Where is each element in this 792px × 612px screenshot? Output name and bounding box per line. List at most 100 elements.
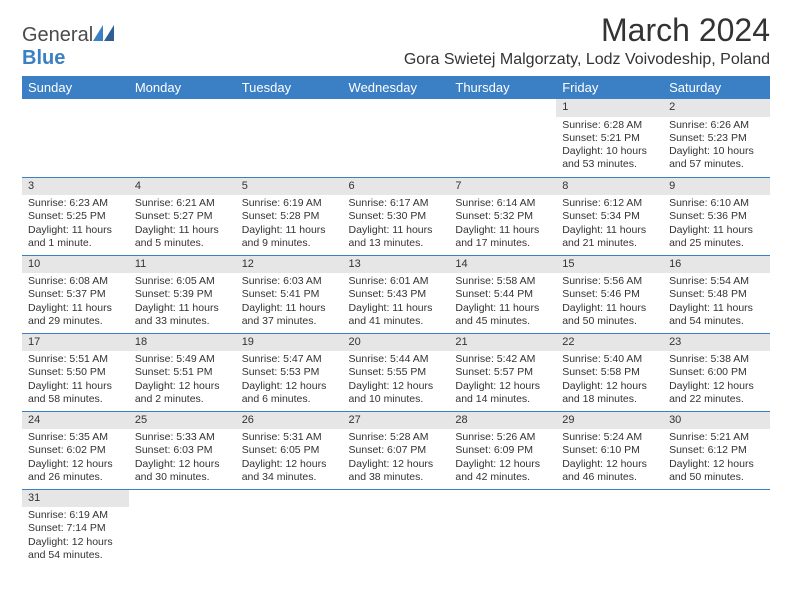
daylight-line: Daylight: 11 hours and 33 minutes. bbox=[135, 302, 230, 328]
logo-text: GeneralBlue bbox=[22, 24, 115, 70]
empty-cell bbox=[129, 99, 236, 177]
sunrise-line: Sunrise: 5:51 AM bbox=[28, 353, 123, 366]
location-subtitle: Gora Swietej Malgorzaty, Lodz Voivodeshi… bbox=[404, 51, 770, 69]
day-cell: 20Sunrise: 5:44 AMSunset: 5:55 PMDayligh… bbox=[343, 333, 450, 411]
empty-cell bbox=[236, 489, 343, 567]
day-content: Sunrise: 5:58 AMSunset: 5:44 PMDaylight:… bbox=[449, 273, 556, 332]
day-cell: 6Sunrise: 6:17 AMSunset: 5:30 PMDaylight… bbox=[343, 177, 450, 255]
day-cell: 22Sunrise: 5:40 AMSunset: 5:58 PMDayligh… bbox=[556, 333, 663, 411]
sunset-line: Sunset: 5:28 PM bbox=[242, 210, 337, 223]
day-content: Sunrise: 5:33 AMSunset: 6:03 PMDaylight:… bbox=[129, 429, 236, 488]
daylight-line: Daylight: 11 hours and 17 minutes. bbox=[455, 224, 550, 250]
daylight-line: Daylight: 11 hours and 58 minutes. bbox=[28, 380, 123, 406]
sunset-line: Sunset: 5:21 PM bbox=[562, 132, 657, 145]
sunset-line: Sunset: 5:50 PM bbox=[28, 366, 123, 379]
empty-cell bbox=[129, 489, 236, 567]
sunset-line: Sunset: 5:57 PM bbox=[455, 366, 550, 379]
day-cell: 8Sunrise: 6:12 AMSunset: 5:34 PMDaylight… bbox=[556, 177, 663, 255]
day-number: 7 bbox=[449, 178, 556, 196]
day-cell: 16Sunrise: 5:54 AMSunset: 5:48 PMDayligh… bbox=[663, 255, 770, 333]
daylight-line: Daylight: 11 hours and 29 minutes. bbox=[28, 302, 123, 328]
daylight-line: Daylight: 11 hours and 50 minutes. bbox=[562, 302, 657, 328]
day-number: 23 bbox=[663, 334, 770, 352]
day-number: 1 bbox=[556, 99, 663, 117]
daylight-line: Daylight: 12 hours and 10 minutes. bbox=[349, 380, 444, 406]
day-content: Sunrise: 6:14 AMSunset: 5:32 PMDaylight:… bbox=[449, 195, 556, 254]
logo-flag-icon bbox=[93, 24, 115, 47]
day-content: Sunrise: 6:12 AMSunset: 5:34 PMDaylight:… bbox=[556, 195, 663, 254]
sunrise-line: Sunrise: 6:21 AM bbox=[135, 197, 230, 210]
day-number: 16 bbox=[663, 256, 770, 274]
page-title: March 2024 bbox=[404, 12, 770, 49]
day-content: Sunrise: 5:40 AMSunset: 5:58 PMDaylight:… bbox=[556, 351, 663, 410]
sunset-line: Sunset: 5:51 PM bbox=[135, 366, 230, 379]
sunrise-line: Sunrise: 5:42 AM bbox=[455, 353, 550, 366]
week-row: 10Sunrise: 6:08 AMSunset: 5:37 PMDayligh… bbox=[22, 255, 770, 333]
week-row: 24Sunrise: 5:35 AMSunset: 6:02 PMDayligh… bbox=[22, 411, 770, 489]
day-cell: 10Sunrise: 6:08 AMSunset: 5:37 PMDayligh… bbox=[22, 255, 129, 333]
day-number: 18 bbox=[129, 334, 236, 352]
day-number: 22 bbox=[556, 334, 663, 352]
sunrise-line: Sunrise: 6:17 AM bbox=[349, 197, 444, 210]
day-cell: 31Sunrise: 6:19 AMSunset: 7:14 PMDayligh… bbox=[22, 489, 129, 567]
day-content: Sunrise: 5:54 AMSunset: 5:48 PMDaylight:… bbox=[663, 273, 770, 332]
sunrise-line: Sunrise: 5:49 AM bbox=[135, 353, 230, 366]
daylight-line: Daylight: 12 hours and 2 minutes. bbox=[135, 380, 230, 406]
day-number: 4 bbox=[129, 178, 236, 196]
sunrise-line: Sunrise: 6:10 AM bbox=[669, 197, 764, 210]
sunset-line: Sunset: 5:53 PM bbox=[242, 366, 337, 379]
sunrise-line: Sunrise: 5:54 AM bbox=[669, 275, 764, 288]
sunrise-line: Sunrise: 6:23 AM bbox=[28, 197, 123, 210]
day-content: Sunrise: 6:19 AMSunset: 7:14 PMDaylight:… bbox=[22, 507, 129, 566]
week-row: 31Sunrise: 6:19 AMSunset: 7:14 PMDayligh… bbox=[22, 489, 770, 567]
sunset-line: Sunset: 7:14 PM bbox=[28, 522, 123, 535]
day-content: Sunrise: 5:24 AMSunset: 6:10 PMDaylight:… bbox=[556, 429, 663, 488]
daylight-line: Daylight: 12 hours and 6 minutes. bbox=[242, 380, 337, 406]
day-content: Sunrise: 5:28 AMSunset: 6:07 PMDaylight:… bbox=[343, 429, 450, 488]
daylight-line: Daylight: 11 hours and 5 minutes. bbox=[135, 224, 230, 250]
day-cell: 29Sunrise: 5:24 AMSunset: 6:10 PMDayligh… bbox=[556, 411, 663, 489]
day-content: Sunrise: 5:31 AMSunset: 6:05 PMDaylight:… bbox=[236, 429, 343, 488]
sunrise-line: Sunrise: 5:56 AM bbox=[562, 275, 657, 288]
daylight-line: Daylight: 10 hours and 53 minutes. bbox=[562, 145, 657, 171]
day-header: Thursday bbox=[449, 76, 556, 99]
sunrise-line: Sunrise: 5:24 AM bbox=[562, 431, 657, 444]
day-cell: 25Sunrise: 5:33 AMSunset: 6:03 PMDayligh… bbox=[129, 411, 236, 489]
day-content: Sunrise: 6:17 AMSunset: 5:30 PMDaylight:… bbox=[343, 195, 450, 254]
day-cell: 14Sunrise: 5:58 AMSunset: 5:44 PMDayligh… bbox=[449, 255, 556, 333]
day-content: Sunrise: 6:19 AMSunset: 5:28 PMDaylight:… bbox=[236, 195, 343, 254]
day-content: Sunrise: 5:38 AMSunset: 6:00 PMDaylight:… bbox=[663, 351, 770, 410]
calendar-table: SundayMondayTuesdayWednesdayThursdayFrid… bbox=[22, 76, 770, 567]
day-number: 19 bbox=[236, 334, 343, 352]
week-row: 1Sunrise: 6:28 AMSunset: 5:21 PMDaylight… bbox=[22, 99, 770, 177]
day-content: Sunrise: 5:42 AMSunset: 5:57 PMDaylight:… bbox=[449, 351, 556, 410]
sunrise-line: Sunrise: 5:38 AM bbox=[669, 353, 764, 366]
day-cell: 30Sunrise: 5:21 AMSunset: 6:12 PMDayligh… bbox=[663, 411, 770, 489]
sunset-line: Sunset: 5:25 PM bbox=[28, 210, 123, 223]
day-content: Sunrise: 6:21 AMSunset: 5:27 PMDaylight:… bbox=[129, 195, 236, 254]
day-number: 24 bbox=[22, 412, 129, 430]
sunrise-line: Sunrise: 5:31 AM bbox=[242, 431, 337, 444]
empty-cell bbox=[343, 99, 450, 177]
daylight-line: Daylight: 11 hours and 1 minute. bbox=[28, 224, 123, 250]
logo-text-b: Blue bbox=[22, 47, 65, 69]
sunset-line: Sunset: 5:32 PM bbox=[455, 210, 550, 223]
sunset-line: Sunset: 6:03 PM bbox=[135, 444, 230, 457]
sunrise-line: Sunrise: 5:40 AM bbox=[562, 353, 657, 366]
day-content: Sunrise: 5:56 AMSunset: 5:46 PMDaylight:… bbox=[556, 273, 663, 332]
day-cell: 27Sunrise: 5:28 AMSunset: 6:07 PMDayligh… bbox=[343, 411, 450, 489]
header: GeneralBlue March 2024 Gora Swietej Malg… bbox=[22, 12, 770, 70]
sunrise-line: Sunrise: 5:58 AM bbox=[455, 275, 550, 288]
day-content: Sunrise: 6:28 AMSunset: 5:21 PMDaylight:… bbox=[556, 117, 663, 176]
sunrise-line: Sunrise: 6:12 AM bbox=[562, 197, 657, 210]
day-cell: 4Sunrise: 6:21 AMSunset: 5:27 PMDaylight… bbox=[129, 177, 236, 255]
day-number: 10 bbox=[22, 256, 129, 274]
day-header: Tuesday bbox=[236, 76, 343, 99]
day-number: 28 bbox=[449, 412, 556, 430]
daylight-line: Daylight: 10 hours and 57 minutes. bbox=[669, 145, 764, 171]
day-content: Sunrise: 5:35 AMSunset: 6:02 PMDaylight:… bbox=[22, 429, 129, 488]
day-header: Saturday bbox=[663, 76, 770, 99]
sunset-line: Sunset: 5:41 PM bbox=[242, 288, 337, 301]
day-content: Sunrise: 5:49 AMSunset: 5:51 PMDaylight:… bbox=[129, 351, 236, 410]
day-header: Monday bbox=[129, 76, 236, 99]
